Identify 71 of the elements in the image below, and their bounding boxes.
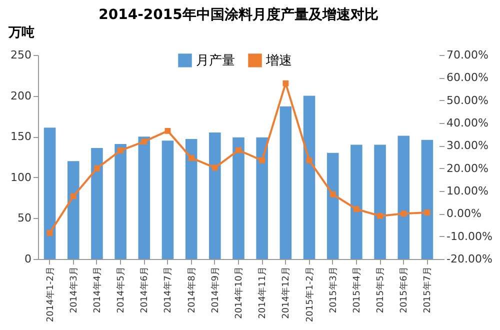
y-tick-label: 50 [18,212,32,225]
point [306,157,312,164]
y-axis-title: 万吨 [8,26,34,40]
point [188,154,194,161]
x-tick-label: 2014年4月 [92,266,103,314]
bar [398,136,410,259]
x-tick-label: 2014年1-2月 [44,266,56,322]
bar [421,140,434,259]
x-tick-label: 2014年8月 [186,266,198,314]
point [259,157,266,164]
y2-tick-label: 0.00% [446,207,482,220]
point [400,210,407,217]
x-tick-label: 2014年9月 [210,266,221,314]
point [330,191,336,198]
x-tick-label: 2015年7月 [422,266,434,314]
x-tick-label: 2014年5月 [116,266,127,314]
x-tick-label: 2015年6月 [398,266,410,314]
point [353,206,360,212]
point [94,165,100,172]
y2-tick-label: 20.00% [446,162,488,175]
y-tick-label: 200 [10,89,32,102]
y2-tick-label: 60.00% [446,71,488,84]
bar [280,106,292,259]
bar [209,132,221,259]
point [46,230,53,236]
x-tick-label: 2014年6月 [139,266,150,314]
point [236,147,242,154]
bar [256,137,268,259]
x-tick-label: 2014年3月 [68,266,80,314]
y-tick-label: 150 [10,130,32,144]
y2-tick-label: 40.00% [446,116,488,130]
x-tick-label: 2014年12月 [280,266,292,319]
y2-tick-label: 70.00% [446,48,488,62]
chart-title: 2014-2015年中国涂料月度产量及增速对比 [98,6,378,23]
x-tick-label: 2015年4月 [351,266,362,314]
y2-tick-label: 30.00% [446,139,488,152]
point [377,212,383,219]
bar [350,144,362,259]
bar [232,137,244,259]
y2-tick-label: -20.00% [446,252,492,266]
bar [67,161,80,259]
y-tick-label: 100 [10,170,32,184]
point [164,128,171,134]
legend-label: 增速 [265,53,292,68]
y2-tick-label: 10.00% [446,184,488,198]
bar [91,148,103,259]
bar [162,140,174,259]
bar [326,152,339,259]
bar [185,139,198,259]
point [282,80,289,86]
point [70,193,76,200]
x-tick-label: 2015年1-2月 [304,266,316,322]
legend-label: 月产量 [196,53,235,68]
x-tick-label: 2015年5月 [375,266,386,314]
y-tick-label: 250 [10,48,32,62]
x-tick-label: 2014年7月 [162,266,174,314]
point [118,147,124,154]
x-tick-label: 2014年11月 [257,266,268,319]
x-tick-label: 2014年10月 [234,266,244,319]
y-tick-label: 0 [24,252,32,266]
point [424,210,430,216]
x-tick-label: 2015年3月 [328,266,339,314]
point [141,138,148,145]
y2-tick-label: -10.00% [446,230,492,243]
y2-tick-label: 50.00% [446,94,488,107]
bar [303,96,316,259]
bar [114,144,126,259]
point [212,164,218,171]
bar [138,136,150,259]
bar [374,144,386,259]
bar [44,128,56,259]
